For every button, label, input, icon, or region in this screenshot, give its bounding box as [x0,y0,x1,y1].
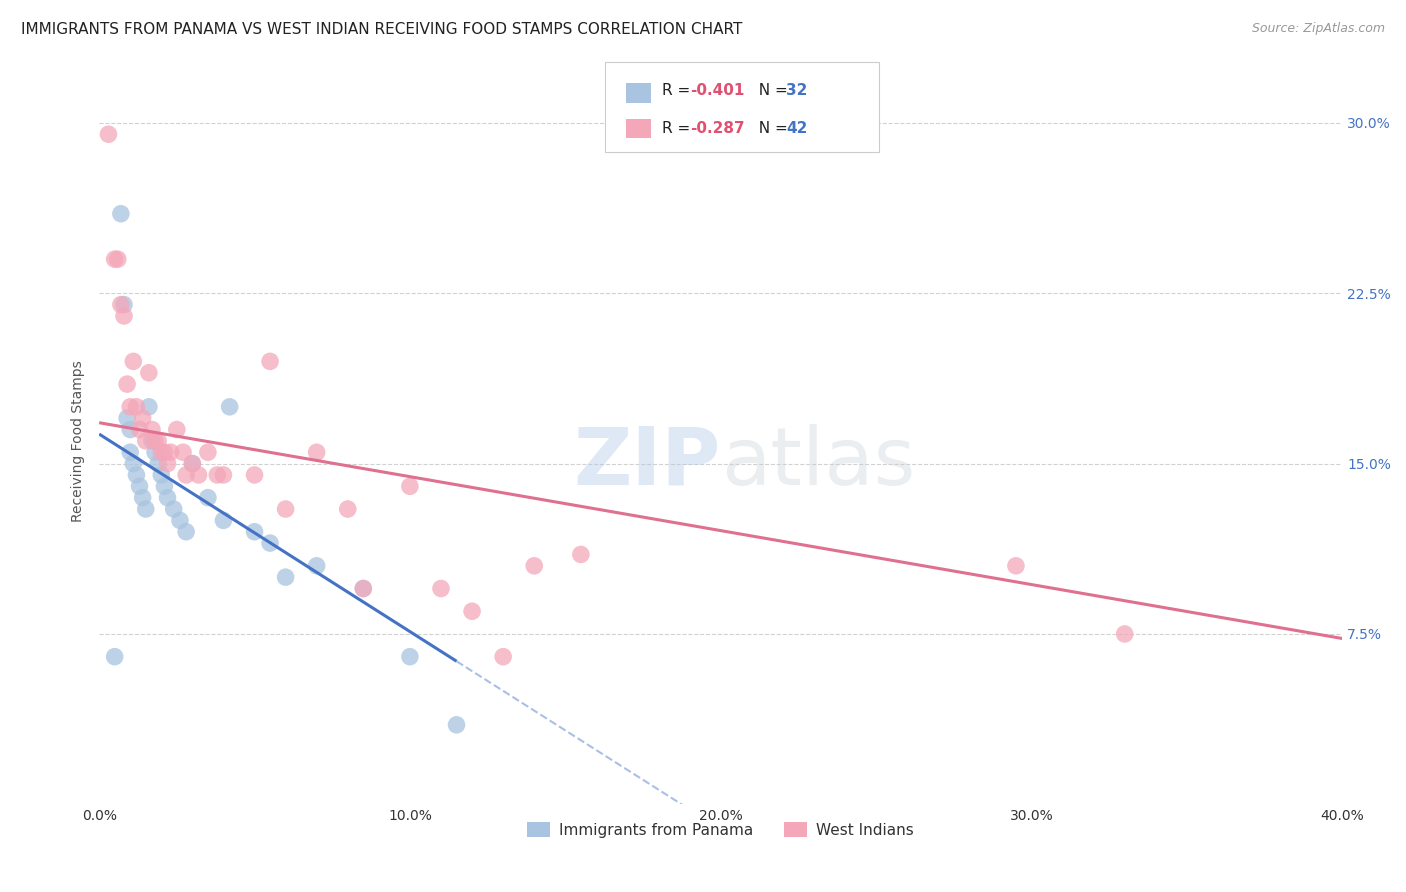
Point [274,502,297,516]
Point [135,502,157,516]
Text: R =: R = [662,121,696,136]
Point [128,423,150,437]
Point [336,502,359,516]
Text: ZIP: ZIP [574,424,721,501]
Point [218,400,240,414]
Text: R =: R = [662,84,696,98]
Point [492,649,515,664]
Point [172,445,194,459]
Point [153,479,176,493]
Point [197,445,219,459]
Point [212,467,235,482]
Point [169,513,191,527]
Point [181,457,204,471]
Point [107,252,129,267]
Point [112,309,135,323]
Point [141,434,163,448]
Point [259,354,281,368]
Point [115,411,138,425]
Point [523,558,546,573]
Text: atlas: atlas [721,424,915,501]
Point [156,457,179,471]
Point [461,604,484,618]
Point [243,467,266,482]
Point [243,524,266,539]
Point [166,423,188,437]
Y-axis label: Receiving Food Stamps: Receiving Food Stamps [72,360,86,522]
Point [115,377,138,392]
Point [120,400,142,414]
Text: N =: N = [749,121,793,136]
Point [305,558,328,573]
Point [125,400,148,414]
Point [138,366,160,380]
Text: N =: N = [749,84,793,98]
Point [1114,627,1136,641]
Legend: Immigrants from Panama, West Indians: Immigrants from Panama, West Indians [522,815,920,844]
Text: -0.287: -0.287 [690,121,745,136]
Point [104,252,127,267]
Point [120,423,142,437]
Point [159,445,181,459]
Point [174,467,197,482]
Point [110,297,132,311]
Point [446,718,468,732]
Point [174,524,197,539]
Point [274,570,297,584]
Point [1005,558,1028,573]
Point [569,548,592,562]
Point [125,467,148,482]
Text: 42: 42 [786,121,807,136]
Point [163,502,186,516]
Point [352,582,374,596]
Point [112,297,135,311]
Point [399,649,422,664]
Point [352,582,374,596]
Point [131,411,153,425]
Point [135,434,157,448]
Point [120,445,142,459]
Point [128,479,150,493]
Point [138,400,160,414]
Point [212,513,235,527]
Point [143,434,166,448]
Point [97,127,120,141]
Point [153,445,176,459]
Point [150,445,173,459]
Point [141,423,163,437]
Point [156,491,179,505]
Text: 32: 32 [786,84,807,98]
Point [131,491,153,505]
Point [148,457,170,471]
Point [104,649,127,664]
Point [187,467,209,482]
Point [122,354,145,368]
Point [150,467,173,482]
Text: Source: ZipAtlas.com: Source: ZipAtlas.com [1251,22,1385,36]
Point [205,467,228,482]
Point [305,445,328,459]
Point [122,457,145,471]
Point [143,445,166,459]
Text: IMMIGRANTS FROM PANAMA VS WEST INDIAN RECEIVING FOOD STAMPS CORRELATION CHART: IMMIGRANTS FROM PANAMA VS WEST INDIAN RE… [21,22,742,37]
Point [259,536,281,550]
Point [148,434,170,448]
Point [181,457,204,471]
Point [197,491,219,505]
Text: -0.401: -0.401 [690,84,745,98]
Point [110,207,132,221]
Point [399,479,422,493]
Point [430,582,453,596]
